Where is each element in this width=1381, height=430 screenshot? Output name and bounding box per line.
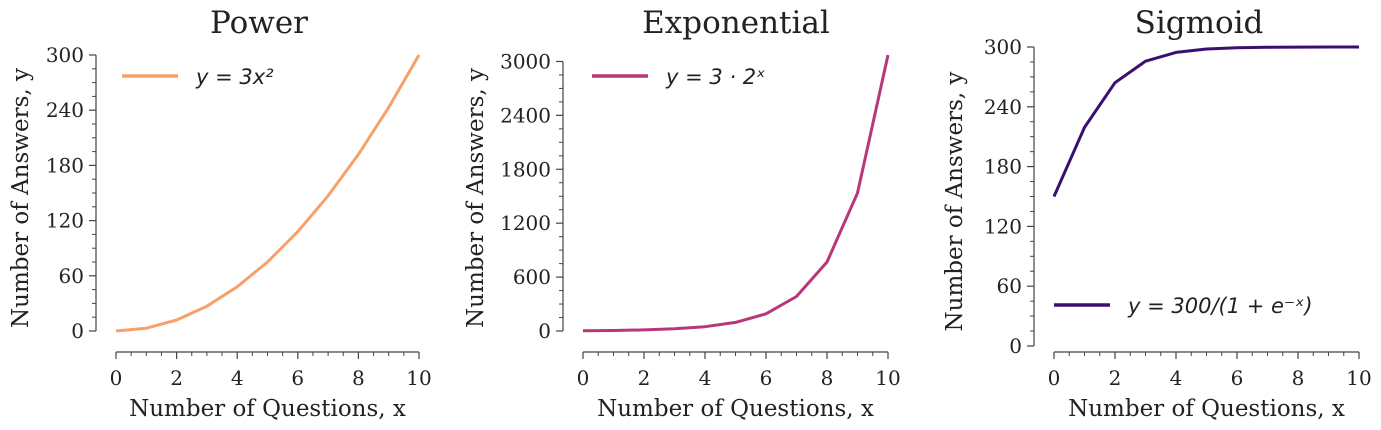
y-tick-label: 0 bbox=[71, 319, 84, 343]
y-tick-label: 300 bbox=[46, 43, 84, 67]
series-line bbox=[115, 54, 421, 333]
y-tick-label: 180 bbox=[46, 153, 84, 177]
x-tick-label: 0 bbox=[1048, 366, 1061, 390]
x-axis-label: Number of Questions, x bbox=[1068, 396, 1345, 422]
x-tick-label: 6 bbox=[1231, 366, 1244, 390]
legend-entry: y = 3x² bbox=[195, 65, 274, 89]
x-tick-label: 0 bbox=[110, 366, 123, 390]
y-tick-label: 0 bbox=[538, 319, 551, 343]
x-tick-label: 10 bbox=[406, 366, 431, 390]
y-tick-label: 1800 bbox=[500, 157, 551, 181]
x-tick-label: 8 bbox=[352, 366, 365, 390]
x-tick-label: 2 bbox=[638, 366, 651, 390]
y-tick-label: 60 bbox=[59, 264, 84, 288]
x-axis-label: Number of Questions, x bbox=[597, 396, 874, 422]
y-tick-label: 240 bbox=[984, 95, 1022, 119]
legend-entry: y = 3 · 2ˣ bbox=[665, 65, 765, 89]
series-line bbox=[582, 54, 890, 333]
x-tick-label: 6 bbox=[291, 366, 304, 390]
x-tick-label: 4 bbox=[231, 366, 244, 390]
x-axis-label: Number of Questions, x bbox=[129, 396, 406, 422]
x-tick-label: 4 bbox=[699, 366, 712, 390]
x-tick-label: 2 bbox=[170, 366, 183, 390]
x-tick-label: 10 bbox=[1346, 366, 1371, 390]
x-tick-label: 8 bbox=[821, 366, 834, 390]
chart-title: Power bbox=[210, 5, 308, 41]
y-axis-label: Number of Answers, y bbox=[463, 68, 489, 328]
y-tick-label: 240 bbox=[46, 98, 84, 122]
series-line bbox=[1052, 45, 1359, 198]
x-tick-label: 10 bbox=[875, 366, 900, 390]
y-tick-label: 120 bbox=[46, 209, 84, 233]
x-tick-label: 0 bbox=[577, 366, 590, 390]
y-axis-label: Number of Answers, y bbox=[942, 71, 968, 331]
y-tick-label: 3000 bbox=[500, 49, 551, 73]
chart-title: Sigmoid bbox=[1135, 5, 1264, 41]
x-tick-label: 6 bbox=[760, 366, 773, 390]
chart-title: Exponential bbox=[642, 5, 830, 41]
y-tick-label: 120 bbox=[984, 214, 1022, 238]
y-tick-label: 2400 bbox=[500, 103, 551, 127]
y-axis-label: Number of Answers, y bbox=[8, 68, 34, 328]
y-tick-label: 1200 bbox=[500, 211, 551, 235]
x-tick-label: 4 bbox=[1170, 366, 1183, 390]
x-tick-label: 8 bbox=[1292, 366, 1305, 390]
y-tick-label: 600 bbox=[513, 265, 551, 289]
y-tick-label: 60 bbox=[997, 274, 1022, 298]
y-tick-label: 180 bbox=[984, 155, 1022, 179]
y-tick-label: 0 bbox=[1009, 334, 1022, 358]
legend-entry: y = 300/(1 + e⁻ˣ) bbox=[1127, 294, 1313, 318]
x-tick-label: 2 bbox=[1109, 366, 1122, 390]
y-tick-label: 300 bbox=[984, 35, 1022, 59]
